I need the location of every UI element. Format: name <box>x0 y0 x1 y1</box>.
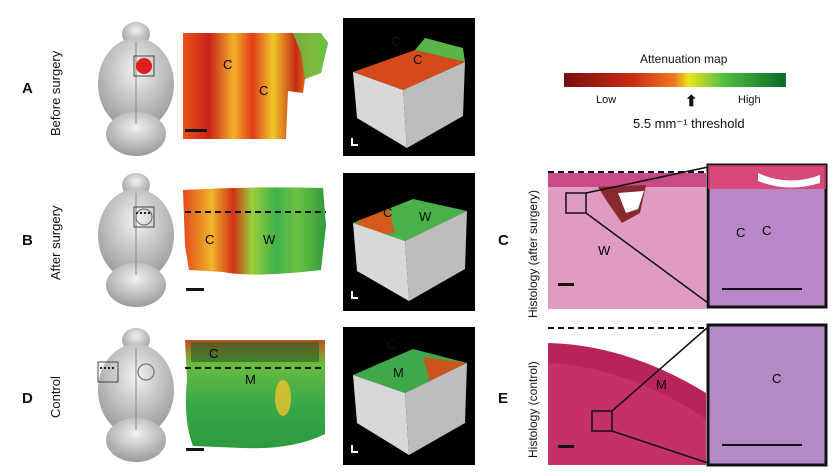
3d-reconstruction-after: C W <box>343 173 475 311</box>
row-label-after-surgery: After surgery <box>48 205 63 280</box>
cube-label-c2: C <box>413 52 422 67</box>
colorbar-low-label: Low <box>596 94 617 106</box>
threshold-arrow-icon: ⬆ <box>685 93 698 110</box>
cube-label-m: M <box>393 365 404 380</box>
histology-label-c2: C <box>762 223 771 238</box>
heat-label-c2: C <box>259 83 268 98</box>
3d-reconstruction-before: C C <box>343 18 475 156</box>
panel-letter-c: C <box>498 232 509 249</box>
cube-label-c1: C <box>391 34 400 49</box>
surgery-site-marker <box>136 58 152 74</box>
brain-illustration-before <box>98 22 174 156</box>
panel-letter-b: B <box>22 232 33 249</box>
colorbar-title: Attenuation map <box>640 52 728 66</box>
histology-label-w: W <box>598 243 611 258</box>
histology-label-c1: C <box>736 225 745 240</box>
brain-illustration-after <box>98 173 174 307</box>
histology-label-after-surgery: Histology (after surgery) <box>526 189 540 318</box>
cube-label-w: W <box>419 209 432 224</box>
histology-image-after-surgery: W C C <box>548 163 828 309</box>
histology-label-control: Histology (control) <box>526 361 540 458</box>
panel-letter-e: E <box>498 390 509 407</box>
3d-reconstruction-control: C M <box>343 327 475 465</box>
histology-label-m: M <box>656 377 667 392</box>
panel-letter-a: A <box>22 80 33 97</box>
heat-label-w: W <box>263 232 276 247</box>
attenuation-map-after: C W <box>183 187 326 275</box>
cube-label-c: C <box>383 205 392 220</box>
panel-letter-d: D <box>22 390 33 407</box>
scale-bar-heat-after <box>186 288 204 291</box>
colorbar-high-label: High <box>738 94 761 106</box>
heat-label-c1: C <box>223 57 232 72</box>
threshold-label: 5.5 mm⁻¹ threshold <box>633 116 745 131</box>
attenuation-colorbar <box>564 73 786 87</box>
row-label-control: Control <box>48 376 63 418</box>
brain-illustration-control <box>97 328 174 462</box>
row-label-before-surgery: Before surgery <box>48 50 63 136</box>
heat-label-m: M <box>245 372 256 387</box>
heat-label-c: C <box>209 346 218 361</box>
attenuation-map-before: C C <box>183 33 328 139</box>
heat-label-c: C <box>205 232 214 247</box>
cube-label-c: C <box>387 337 396 352</box>
scale-bar-heat-control <box>186 448 204 451</box>
attenuation-map-control: C M <box>185 340 325 449</box>
histology-label-c: C <box>772 371 781 386</box>
histology-image-control: M C <box>548 323 828 467</box>
